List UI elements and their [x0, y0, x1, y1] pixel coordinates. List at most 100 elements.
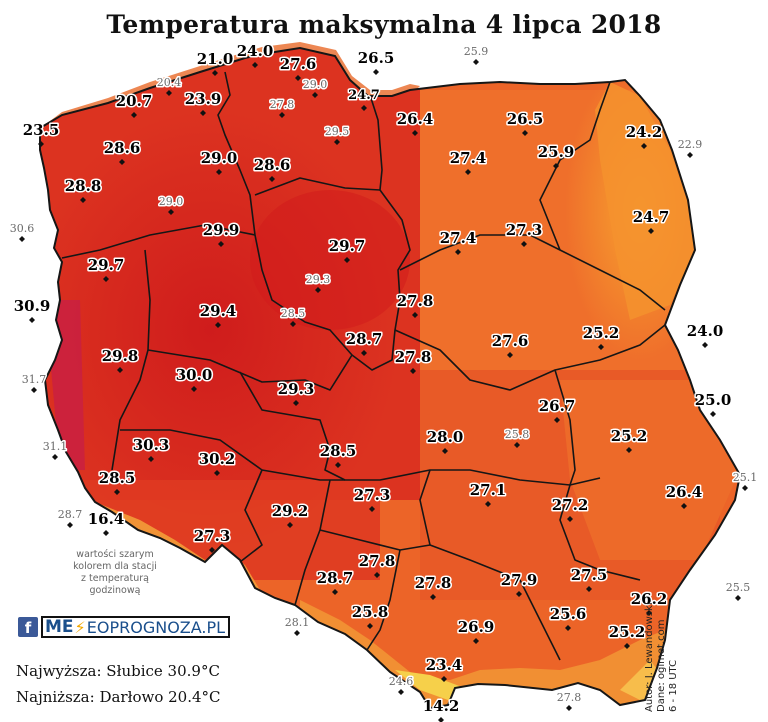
- station-temperature: 28.5: [281, 307, 306, 320]
- station-temperature: 26.7: [539, 397, 576, 415]
- station-marker: [166, 90, 172, 96]
- baltic-coast-band: [38, 42, 420, 140]
- station-marker: [114, 489, 120, 495]
- station-temperature: 26.4: [666, 483, 703, 501]
- station-temperature: 29.8: [102, 347, 139, 365]
- station-temperature: 29.3: [306, 273, 331, 286]
- station-marker: [200, 110, 206, 116]
- station: 25.1: [731, 470, 759, 491]
- station: 25.9: [462, 44, 490, 65]
- station-marker: [412, 312, 418, 318]
- lightning-icon: ⚡: [74, 617, 86, 637]
- station-marker: [598, 344, 604, 350]
- station-temperature: 30.2: [199, 450, 236, 468]
- station-temperature: 24.2: [626, 123, 663, 141]
- credit-data: Dane: ogimet.com: [656, 619, 667, 712]
- logo-main: ME: [45, 617, 74, 637]
- station-temperature: 28.7: [58, 508, 83, 521]
- station-marker: [438, 717, 444, 722]
- station: 25.8: [503, 427, 531, 448]
- station-marker: [295, 75, 301, 81]
- station-marker: [212, 70, 218, 76]
- station-marker: [566, 705, 572, 711]
- station: 30.9: [12, 296, 52, 323]
- station-temperature: 25.2: [583, 324, 620, 342]
- note-line: godzinową: [89, 585, 141, 596]
- station: 24.7: [631, 207, 671, 234]
- station-marker: [29, 317, 35, 323]
- station: 25.5: [724, 580, 752, 601]
- station-marker: [626, 447, 632, 453]
- station-marker: [216, 169, 222, 175]
- station: 28.7: [315, 568, 355, 595]
- station: 28.8: [63, 176, 103, 203]
- station: 20.7: [114, 91, 154, 118]
- station-temperature: 29.4: [200, 302, 237, 320]
- station-marker: [103, 276, 109, 282]
- station-marker: [334, 139, 340, 145]
- station-temperature: 27.2: [552, 496, 589, 514]
- station-marker: [312, 92, 318, 98]
- station: 24.0: [685, 321, 725, 348]
- station-marker: [361, 105, 367, 111]
- station-marker: [586, 586, 592, 592]
- station-marker: [441, 676, 447, 682]
- station: 27.3: [352, 485, 392, 512]
- station-temperature: 27.6: [492, 332, 529, 350]
- station-temperature: 14.2: [423, 697, 460, 715]
- station-temperature: 29.5: [325, 125, 350, 138]
- station-marker: [410, 368, 416, 374]
- station-marker: [31, 387, 37, 393]
- station: 29.0: [157, 194, 185, 215]
- meteoprognoza-brand[interactable]: f ME ⚡ EOPROGNOZA.PL: [18, 616, 231, 638]
- station: 25.0: [693, 390, 733, 417]
- station-temperature: 28.8: [65, 177, 102, 195]
- station-marker: [168, 209, 174, 215]
- station: 27.2: [550, 495, 590, 522]
- station-marker: [455, 249, 461, 255]
- station-marker: [279, 112, 285, 118]
- meteoprognoza-logo[interactable]: ME ⚡ EOPROGNOZA.PL: [41, 616, 231, 638]
- station: 27.1: [468, 480, 508, 507]
- station-temperature: 23.4: [426, 656, 463, 674]
- station-temperature: 26.9: [458, 618, 495, 636]
- station-temperature: 27.8: [557, 691, 582, 704]
- station-temperature: 30.3: [133, 436, 170, 454]
- station-marker: [80, 197, 86, 203]
- station-temperature: 28.6: [104, 139, 141, 157]
- station-temperature: 24.7: [348, 88, 380, 103]
- station-marker: [332, 589, 338, 595]
- station: 27.9: [499, 570, 539, 597]
- station: 25.2: [581, 323, 621, 350]
- credit-author: Autor: J. Lewandowski: [644, 602, 655, 712]
- station: 29.7: [86, 255, 126, 282]
- station-marker: [293, 400, 299, 406]
- station-temperature: 28.6: [254, 156, 291, 174]
- station-temperature: 27.3: [354, 486, 391, 504]
- station-marker: [646, 610, 652, 616]
- station-temperature: 29.3: [278, 380, 315, 398]
- station: 26.4: [664, 482, 704, 509]
- station-marker: [473, 59, 479, 65]
- station: 27.8: [393, 347, 433, 374]
- facebook-icon[interactable]: f: [18, 617, 38, 637]
- credits: Autor: J. Lewandowski Dane: ogimet.com 6…: [644, 592, 680, 712]
- station: 23.9: [183, 89, 223, 116]
- station-temperature: 22.9: [678, 138, 703, 151]
- station-temperature: 26.4: [397, 110, 434, 128]
- station: 27.8: [395, 291, 435, 318]
- station: 27.4: [448, 148, 488, 175]
- station-temperature: 28.0: [427, 428, 464, 446]
- station-temperature: 25.0: [695, 391, 732, 409]
- station: 29.0: [199, 148, 239, 175]
- station-temperature: 29.0: [201, 149, 238, 167]
- station-marker: [374, 572, 380, 578]
- station: 28.5: [318, 441, 358, 468]
- station-temperature: 26.5: [358, 49, 395, 67]
- station: 27.8: [413, 573, 453, 600]
- station-marker: [287, 522, 293, 528]
- station-temperature: 29.7: [88, 256, 125, 274]
- station-temperature: 20.7: [116, 92, 153, 110]
- station: 29.5: [323, 124, 351, 145]
- station-marker: [19, 236, 25, 242]
